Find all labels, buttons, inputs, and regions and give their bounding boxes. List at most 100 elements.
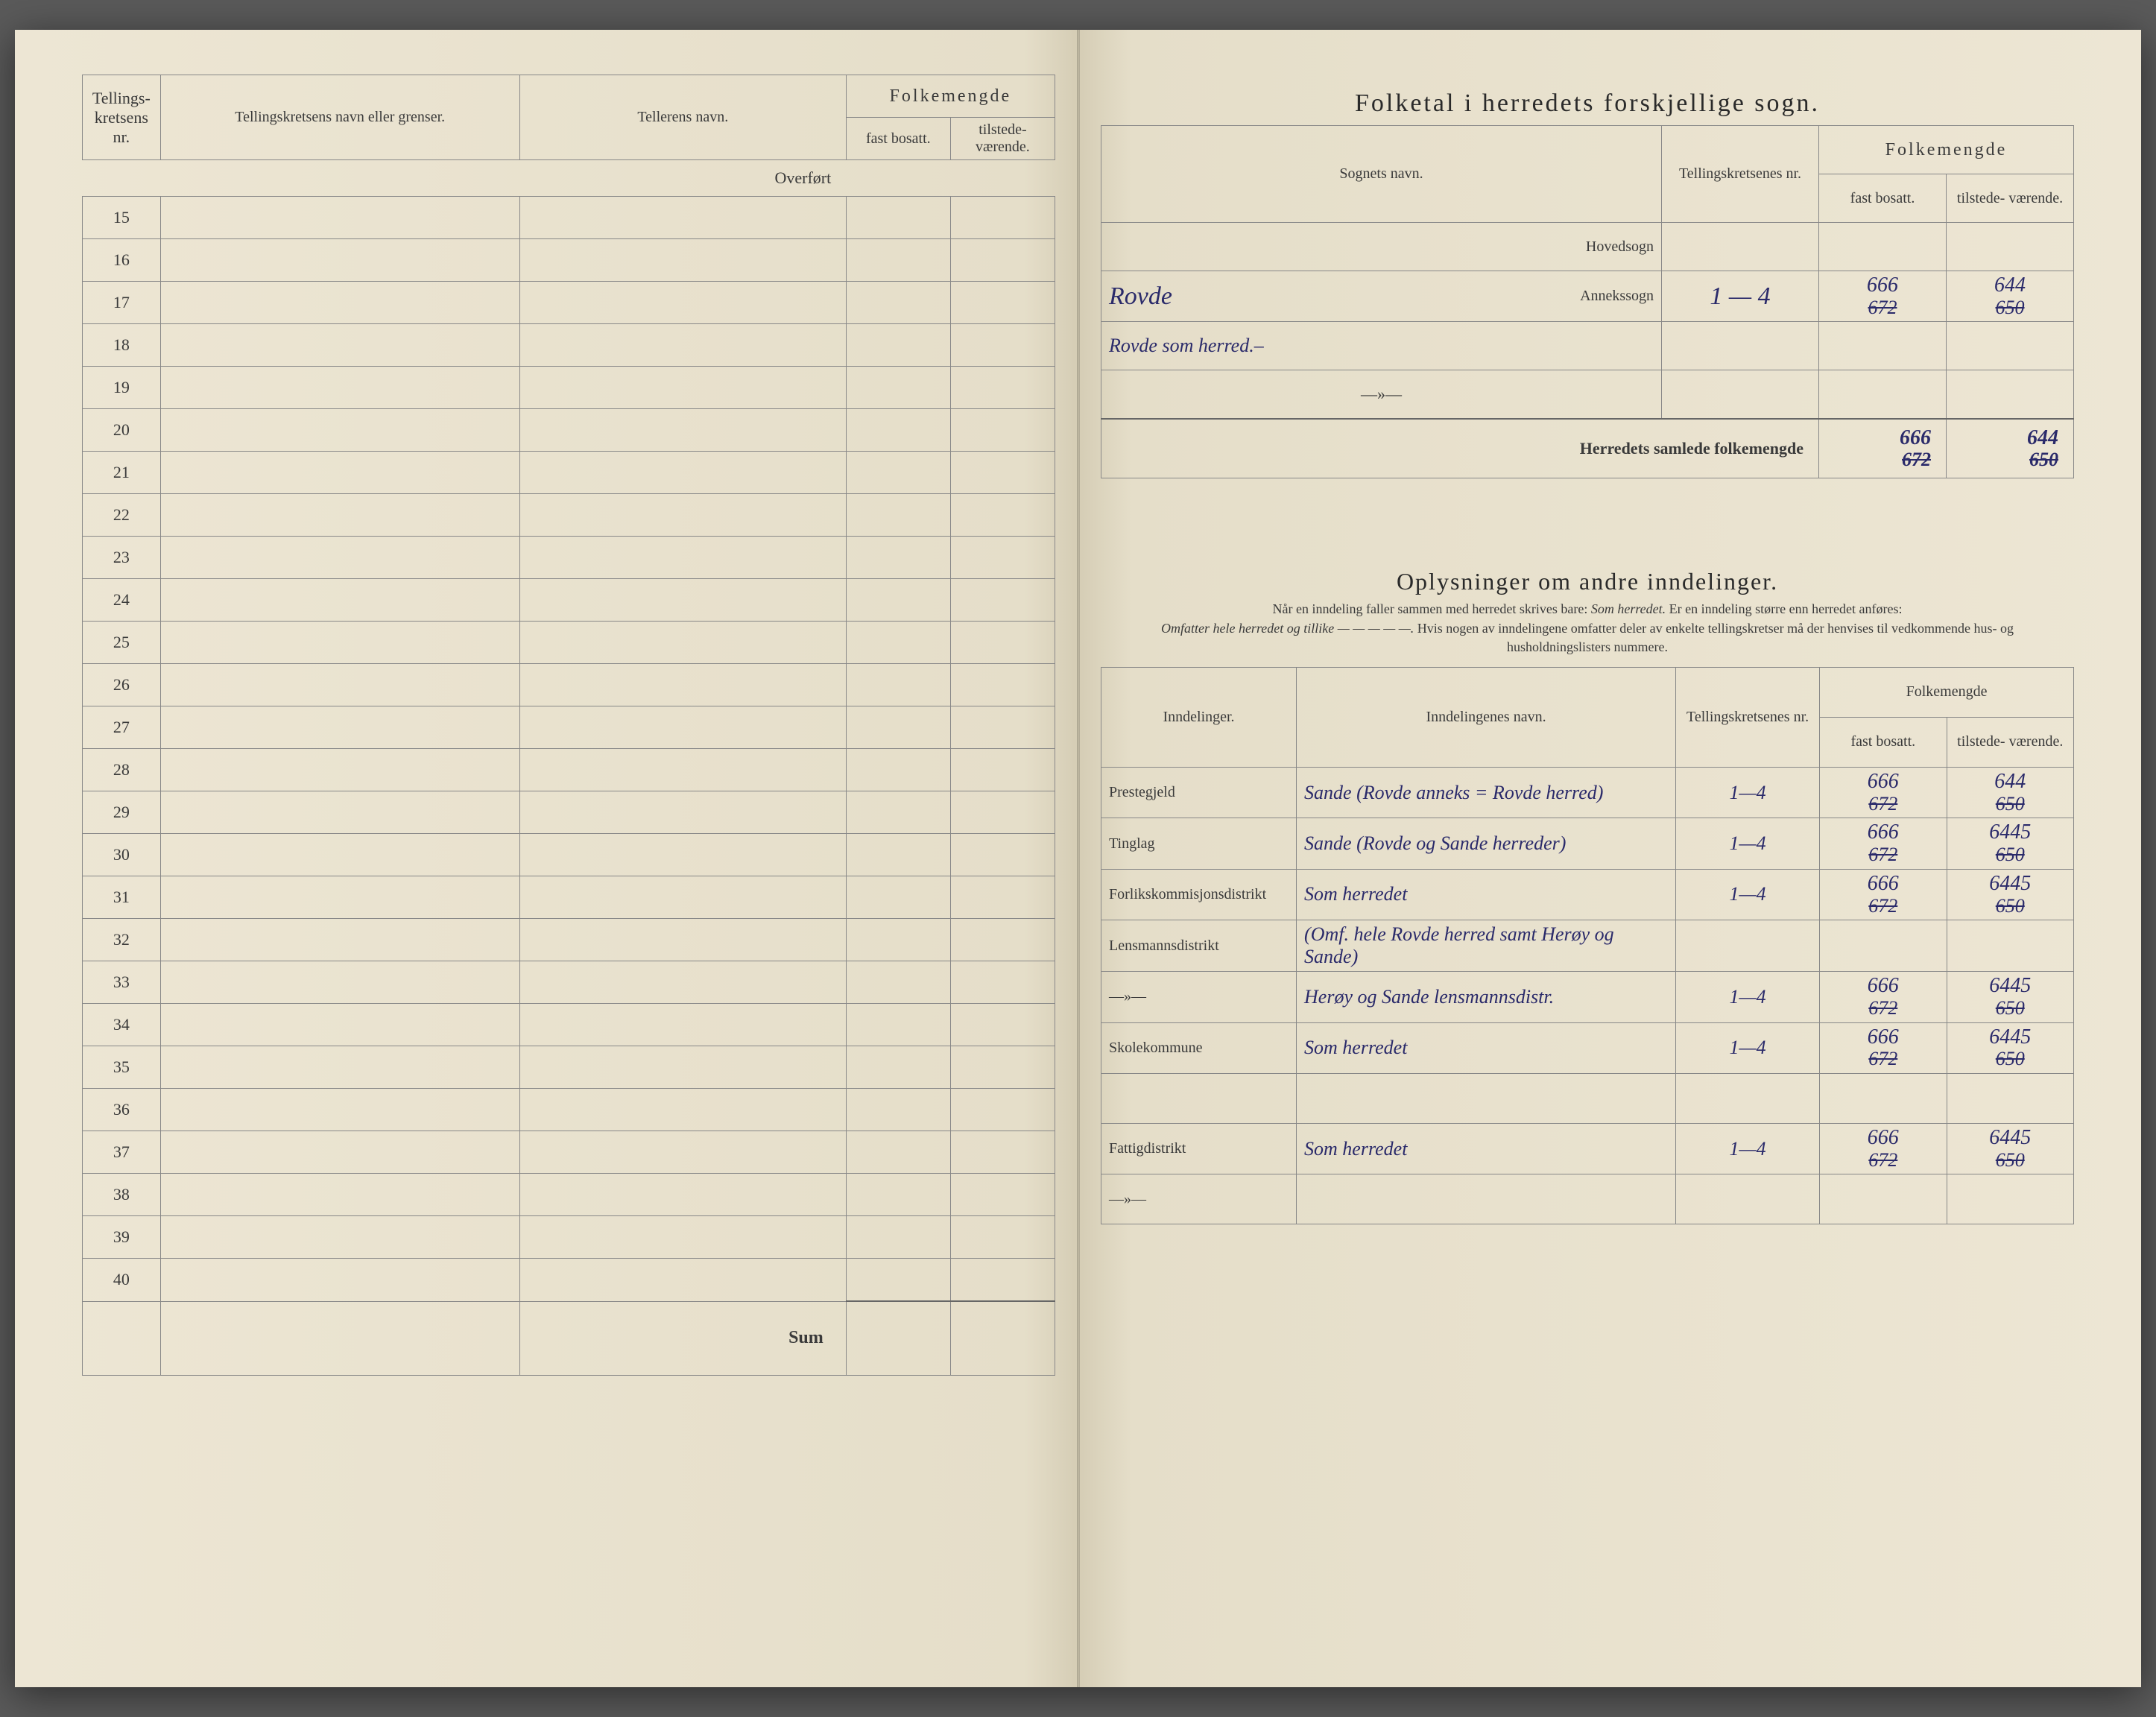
left-th-name: Tellingskretsens navn eller grenser.	[160, 75, 519, 160]
row-number: 15	[83, 197, 161, 239]
row-number: 34	[83, 1004, 161, 1046]
innd-fast	[1820, 1174, 1947, 1224]
left-row: 17	[83, 282, 1055, 324]
left-row: 27	[83, 706, 1055, 749]
rovde-note: Rovde som herred.–	[1109, 335, 1264, 356]
th-sogn: Sognets navn.	[1101, 126, 1662, 223]
left-row: 19	[83, 367, 1055, 409]
row-number: 37	[83, 1131, 161, 1174]
row-number: 35	[83, 1046, 161, 1089]
samlet-fast: 666 672	[1819, 419, 1947, 478]
innd-row: Prestegjeld Sande (Rovde anneks = Rovde …	[1101, 767, 2074, 818]
th-t: tilstede- værende.	[1947, 717, 2073, 767]
innd-fast: 666672	[1820, 767, 1947, 818]
rovde-name: Rovde	[1109, 282, 1172, 310]
left-row: 28	[83, 749, 1055, 791]
row-number: 30	[83, 834, 161, 876]
innd-krn	[1676, 920, 1820, 972]
left-row: 15	[83, 197, 1055, 239]
innd-krn	[1676, 1073, 1820, 1123]
row-number: 17	[83, 282, 161, 324]
th-krets: Tellingskretsenes nr.	[1662, 126, 1819, 223]
sogn-table: Sognets navn. Tellingskretsenes nr. Folk…	[1101, 125, 2074, 478]
innd-fast	[1820, 1073, 1947, 1123]
oplys-subtitle: Når en inndeling faller sammen med herre…	[1123, 600, 2052, 657]
innd-fast: 666672	[1820, 1123, 1947, 1174]
left-row: 29	[83, 791, 1055, 834]
innd-tilst: 6445650	[1947, 1123, 2073, 1174]
left-row: 37	[83, 1131, 1055, 1174]
innd-label: —»—	[1101, 1174, 1297, 1224]
innd-tilst	[1947, 1174, 2073, 1224]
innd-tilst	[1947, 1073, 2073, 1123]
innd-navn: Som herredet	[1297, 1123, 1676, 1174]
innd-label: Lensmannsdistrikt	[1101, 920, 1297, 972]
anneks-label: Annekssogn	[1364, 271, 1661, 322]
row-number: 26	[83, 664, 161, 706]
innd-fast: 666672	[1820, 869, 1947, 920]
document-scan: Tellings- kretsens nr. Tellingskretsens …	[0, 0, 2156, 1717]
inndelinger-table: Inndelinger. Inndelingenes navn. Telling…	[1101, 667, 2074, 1224]
left-row: 33	[83, 961, 1055, 1004]
right-page: Folketal i herredets forskjellige sogn. …	[1078, 30, 2141, 1687]
row-number: 18	[83, 324, 161, 367]
th-folke: Folkemengde	[1819, 126, 2074, 174]
row-number: 25	[83, 622, 161, 664]
sum-row: Sum	[83, 1301, 1055, 1376]
innd-krn: 1—4	[1676, 869, 1820, 920]
page-spread: Tellings- kretsens nr. Tellingskretsens …	[15, 30, 2141, 1687]
innd-fast: 666672	[1820, 972, 1947, 1022]
innd-label: Skolekommune	[1101, 1022, 1297, 1073]
innd-row: Tinglag Sande (Rovde og Sande herreder) …	[1101, 818, 2074, 869]
left-row: 23	[83, 537, 1055, 579]
left-row: 16	[83, 239, 1055, 282]
innd-row	[1101, 1073, 2074, 1123]
hovedsogn-label: Hovedsogn	[1364, 223, 1661, 271]
row-number: 38	[83, 1174, 161, 1216]
th-fgrp: Folkemengde	[1820, 667, 2074, 717]
row-number: 31	[83, 876, 161, 919]
innd-krn: 1—4	[1676, 972, 1820, 1022]
left-row: 35	[83, 1046, 1055, 1089]
samlet-row: Herredets samlede folkemengde 666 672 64…	[1101, 419, 2074, 478]
left-th-teller: Tellerens navn.	[519, 75, 846, 160]
left-census-table: Tellings- kretsens nr. Tellingskretsens …	[82, 75, 1055, 1376]
row-number: 33	[83, 961, 161, 1004]
innd-tilst	[1947, 920, 2073, 972]
innd-tilst: 6445650	[1947, 818, 2073, 869]
innd-krn	[1676, 1174, 1820, 1224]
row-number: 16	[83, 239, 161, 282]
left-row: 32	[83, 919, 1055, 961]
oplys-title: Oplysninger om andre inndelinger.	[1101, 568, 2074, 595]
overfort-label: Overført	[519, 160, 846, 197]
innd-fast	[1820, 920, 1947, 972]
book-spine	[1077, 30, 1080, 1687]
left-th-fast: fast bosatt.	[846, 118, 950, 160]
innd-navn: Som herredet	[1297, 1022, 1676, 1073]
left-th-tilst: tilstede- værende.	[950, 118, 1055, 160]
innd-row: —»—	[1101, 1174, 2074, 1224]
innd-navn: (Omf. hele Rovde herred samt Herøy og Sa…	[1297, 920, 1676, 972]
innd-row: Fattigdistrikt Som herredet 1—4 666672 6…	[1101, 1123, 2074, 1174]
row-number: 29	[83, 791, 161, 834]
left-page: Tellings- kretsens nr. Tellingskretsens …	[15, 30, 1078, 1687]
fast-cell: 666 672	[1819, 271, 1947, 322]
innd-row: Lensmannsdistrikt (Omf. hele Rovde herre…	[1101, 920, 2074, 972]
innd-krn: 1—4	[1676, 1022, 1820, 1073]
left-row: 34	[83, 1004, 1055, 1046]
anneks-row: Rovde Annekssogn 1 — 4 666 672 644 650	[1101, 271, 2074, 322]
innd-krn: 1—4	[1676, 1123, 1820, 1174]
left-th-nr: Tellings- kretsens nr.	[83, 75, 161, 160]
innd-body: Prestegjeld Sande (Rovde anneks = Rovde …	[1101, 767, 2074, 1224]
krets-val: 1 — 4	[1710, 282, 1770, 310]
innd-row: —»— Herøy og Sande lensmannsdistr. 1—4 6…	[1101, 972, 2074, 1022]
row-number: 32	[83, 919, 161, 961]
innd-navn: Sande (Rovde anneks = Rovde herred)	[1297, 767, 1676, 818]
left-row: 21	[83, 452, 1055, 494]
overfort-row: Overført	[83, 160, 1055, 197]
innd-tilst: 6445650	[1947, 972, 2073, 1022]
tilst-cell: 644 650	[1947, 271, 2074, 322]
row-number: 20	[83, 409, 161, 452]
right-title: Folketal i herredets forskjellige sogn.	[1101, 89, 2074, 118]
section-gap	[1101, 478, 2074, 568]
